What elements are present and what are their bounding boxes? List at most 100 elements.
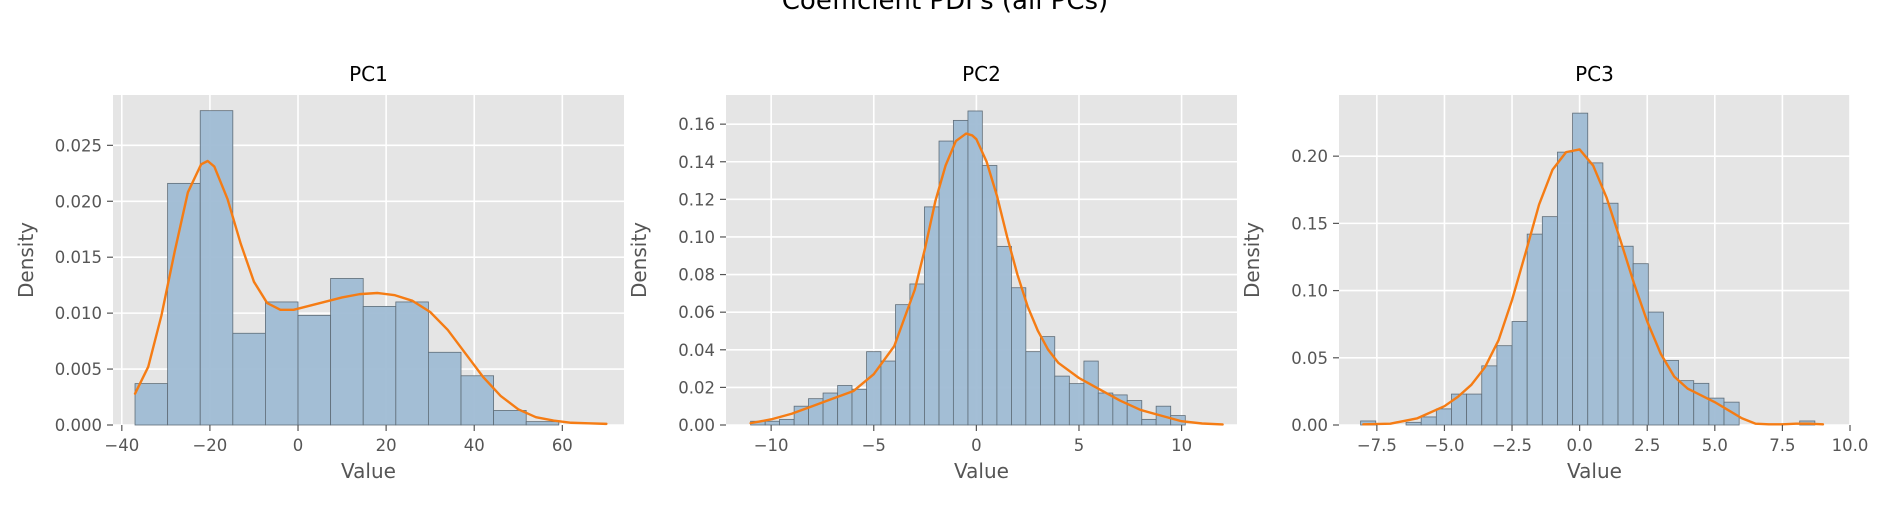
- y-tick-label: 0.02: [678, 378, 715, 397]
- x-tick-label: −5.0: [1424, 436, 1464, 455]
- y-tick-label: 0.04: [678, 341, 715, 360]
- y-tick-label: 0.16: [678, 115, 715, 134]
- y-tick-label: 0.025: [55, 136, 102, 155]
- x-tick-label: 5: [1074, 436, 1085, 455]
- y-tick-label: 0.15: [1291, 214, 1328, 233]
- histogram-bar: [996, 245, 1012, 426]
- chart-title: PC2: [962, 62, 1001, 86]
- y-tick-label: 0.00: [1291, 416, 1328, 435]
- histogram-bar: [1466, 393, 1483, 426]
- y-tick-label: 0.010: [55, 304, 102, 323]
- histogram-bar: [1097, 392, 1114, 426]
- x-axis-label: Value: [341, 459, 396, 483]
- histogram-bar: [460, 375, 495, 426]
- histogram-bar: [525, 421, 560, 426]
- histogram-bar: [1557, 151, 1573, 426]
- histogram-bar: [1511, 321, 1528, 426]
- histogram-bar: [909, 283, 925, 426]
- histogram-bar: [1068, 383, 1085, 426]
- x-tick-label: 7.5: [1769, 436, 1795, 455]
- x-tick-label: 2.5: [1634, 436, 1660, 455]
- histogram-bar: [362, 306, 397, 426]
- histogram-bar: [395, 301, 429, 426]
- histogram-bar: [1011, 287, 1027, 426]
- y-tick-label: 0.10: [678, 228, 715, 247]
- figure-suptitle: Coefficient PDFs (all PCs): [781, 0, 1109, 16]
- x-tick-label: −10: [754, 436, 789, 455]
- histogram-bar: [1025, 351, 1041, 426]
- y-tick-label: 0.08: [678, 266, 715, 285]
- chart-panel-1: −40 −20 0 20 40 60 0.000 0.005 0.010 0.015 0.020 0.…: [14, 62, 624, 483]
- kde-line: [133, 159, 608, 426]
- histogram-bar: [1405, 421, 1422, 426]
- histogram-bar: [1541, 216, 1558, 426]
- x-tick-label: −40: [104, 436, 139, 455]
- x-tick-label: 60: [552, 436, 573, 455]
- chart-title: PC3: [1575, 62, 1614, 86]
- histogram-bar: [779, 418, 795, 426]
- y-axis-label: Density: [627, 222, 651, 298]
- x-tick-label: 10.0: [1832, 436, 1869, 455]
- histogram-bar: [1572, 112, 1589, 426]
- y-tick-label: 0.10: [1291, 282, 1328, 301]
- y-tick-label: 0.020: [55, 192, 102, 211]
- histogram-bar: [1054, 375, 1070, 426]
- histogram-bar: [134, 383, 169, 426]
- x-tick-label: −20: [192, 436, 227, 455]
- kde-line: [749, 132, 1224, 426]
- y-axis-label: Density: [14, 222, 38, 298]
- x-tick-label: −5: [862, 436, 886, 455]
- histogram-bar: [493, 410, 527, 426]
- chart-panel-3: −7.5 −5.0 −2.5 0.0 2.5 5.0 7.5 10.0 0.00 0.05 0.10…: [1240, 62, 1868, 483]
- y-tick-label: 0.00: [678, 416, 715, 435]
- histogram-bar: [265, 301, 299, 426]
- x-tick-label: 40: [464, 436, 485, 455]
- y-axis-label: Density: [1240, 222, 1264, 298]
- histogram-bar: [981, 165, 998, 426]
- y-tick-label: 0.005: [55, 360, 102, 379]
- histogram-bar: [851, 388, 867, 426]
- histogram-bar: [764, 420, 780, 426]
- histogram-bar: [199, 110, 234, 426]
- histogram-bar: [1083, 360, 1099, 426]
- histogram-bar: [1420, 416, 1437, 426]
- histogram-bar: [1141, 418, 1157, 426]
- histogram-bar: [297, 314, 332, 426]
- histogram-bar: [952, 119, 969, 426]
- x-tick-label: 5.0: [1702, 436, 1728, 455]
- histogram-bar: [967, 110, 983, 426]
- histogram-bar: [1496, 345, 1513, 426]
- x-tick-label: 0: [971, 436, 982, 455]
- histogram-bar: [1481, 365, 1498, 426]
- x-axis-label: Value: [1567, 459, 1622, 483]
- x-tick-label: 0.0: [1567, 436, 1593, 455]
- histogram-bar: [1723, 401, 1740, 426]
- y-tick-label: 0.05: [1291, 349, 1328, 368]
- x-axis-label: Value: [954, 459, 1009, 483]
- histogram-bar: [866, 351, 882, 426]
- histogram-bar: [1587, 162, 1604, 426]
- histogram-bar: [1526, 233, 1543, 426]
- y-tick-label: 0.015: [55, 248, 102, 267]
- histogram-bar: [1435, 408, 1452, 426]
- chart-panel-2: −10 −5 0 5 10 0.00 0.02 0.04 0.06 0.08 0.10 0.12 0.1…: [627, 62, 1237, 483]
- kde-line: [1362, 148, 1825, 426]
- histogram-bar: [167, 182, 201, 426]
- histogram-bar: [428, 351, 462, 426]
- histogram-bar: [232, 332, 266, 426]
- chart-title: PC1: [349, 62, 388, 86]
- y-tick-label: 0.14: [678, 153, 715, 172]
- histogram-bar: [330, 278, 364, 426]
- x-tick-label: 20: [376, 436, 397, 455]
- y-tick-label: 0.06: [678, 303, 715, 322]
- histogram-bar: [880, 360, 896, 426]
- y-tick-label: 0.12: [678, 190, 715, 209]
- histogram-bar: [1693, 382, 1710, 426]
- y-tick-label: 0.000: [55, 416, 102, 435]
- histogram-bar: [1602, 202, 1619, 426]
- x-tick-label: −7.5: [1357, 436, 1397, 455]
- x-tick-label: 10: [1171, 436, 1192, 455]
- x-tick-label: −2.5: [1492, 436, 1532, 455]
